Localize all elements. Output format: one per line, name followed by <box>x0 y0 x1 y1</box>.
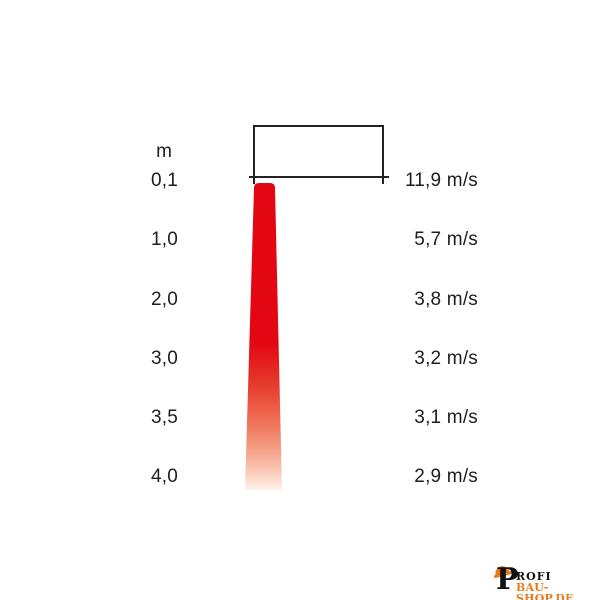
grid-line <box>189 245 403 247</box>
air-jet-cone <box>245 183 282 490</box>
distance-label: 3,0 <box>150 348 178 369</box>
unit-label: m <box>156 141 172 162</box>
logo-text-top: ROFI <box>516 570 552 583</box>
distance-label: 3,5 <box>150 407 178 428</box>
distance-label: 1,0 <box>150 229 178 250</box>
distance-label: 2,0 <box>150 289 178 310</box>
distance-label: 4,0 <box>150 466 178 487</box>
logo-initial: P <box>496 562 519 597</box>
heater-device-outline <box>253 125 384 177</box>
shop-logo: P ROFI BAU-SHOP.DE <box>493 562 596 600</box>
velocity-label: 2,9 m/s <box>414 466 478 487</box>
grid-line <box>189 423 403 425</box>
logo-text-bottom: BAU-SHOP.DE <box>516 581 574 600</box>
heater-device-foot-right <box>382 177 384 184</box>
grid-line <box>189 364 403 366</box>
grid-line <box>189 305 403 307</box>
velocity-label: 3,8 m/s <box>414 289 478 310</box>
velocity-label: 5,7 m/s <box>414 229 478 250</box>
grid-line <box>189 186 403 188</box>
heater-device-foot-left <box>253 177 255 184</box>
grid-line <box>189 482 403 484</box>
distance-label: 0,1 <box>150 170 178 191</box>
heater-device-base <box>249 176 389 178</box>
velocity-label: 3,2 m/s <box>414 348 478 369</box>
velocity-label: 3,1 m/s <box>414 407 478 428</box>
velocity-label: 11,9 m/s <box>404 170 478 191</box>
